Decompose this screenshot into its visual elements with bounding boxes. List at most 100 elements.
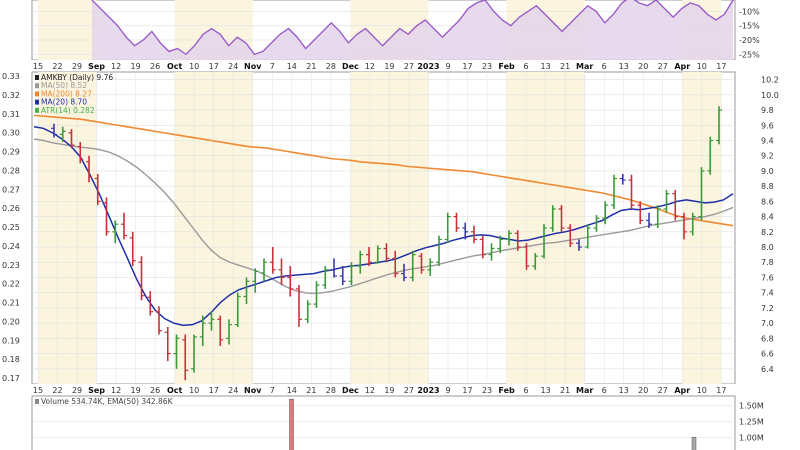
bottom-x-tick-label: Dec [342, 386, 359, 395]
legend-swatch [35, 75, 39, 80]
price-left-tick-label: 0.17 [2, 374, 20, 383]
price-right-tick-label: 9.4 [761, 136, 774, 145]
bottom-x-axis: 15 22 29 Sep 12 19 26 Oct 10 17 24 Nov 7 14 21 28 Dec 12 1… [0, 384, 800, 396]
price-left-tick-label: 0.22 [2, 280, 20, 289]
top-x-tick-label: 23 [482, 62, 492, 71]
bottom-x-tick-label: 19 [384, 386, 394, 395]
price-right-tick-label: 8.4 [761, 213, 774, 222]
top-x-tick-label: Nov [244, 62, 262, 71]
bottom-x-tick-label: Mar [576, 386, 593, 395]
price-left-tick-label: 0.23 [2, 261, 20, 270]
bottom-axis-bg [0, 384, 800, 396]
top-y-tick-label: -25% [739, 50, 760, 59]
top-x-tick-label: 27 [404, 62, 414, 71]
price-left-tick-label: 0.18 [2, 355, 20, 364]
price-right-tick-label: 8.2 [761, 228, 774, 237]
top-x-tick-label: Sep [88, 62, 105, 71]
price-right-tick-label: 7.0 [761, 319, 774, 328]
price-left-tick-label: 0.33 [2, 72, 20, 81]
price-right-tick-label: 6.6 [761, 350, 774, 359]
bottom-x-tick-label: 29 [72, 386, 82, 395]
top-x-tick-label: 2023 [417, 62, 439, 71]
bottom-x-tick-label: 15 [33, 386, 43, 395]
bottom-x-tick-label: 2023 [417, 386, 439, 395]
price-right-tick-label: 8.0 [761, 243, 774, 252]
bottom-x-tick-label: 21 [560, 386, 570, 395]
price-left-tick-label: 0.24 [2, 242, 20, 251]
top-x-tick-label: 14 [287, 62, 297, 71]
legend-entry: ATR(14) 0.282 [41, 106, 95, 115]
top-x-axis: 15 22 29 Sep 12 19 26 Oct 10 17 24 Nov 7 14 21 28 Dec 12 1… [0, 60, 800, 72]
top-x-tick-label: Mar [576, 62, 593, 71]
legend-entry: MA(20) 8.70 [41, 98, 87, 107]
bottom-x-tick-label: 10 [189, 386, 199, 395]
bottom-x-tick-label: 23 [482, 386, 492, 395]
top-x-tick-label: 13 [541, 62, 551, 71]
price-right-tick-label: 7.2 [761, 304, 774, 313]
top-x-tick-label: 9 [445, 62, 450, 71]
price-right-tick-label: 9.2 [761, 152, 774, 161]
top-x-tick-label: 19 [131, 62, 141, 71]
bottom-x-tick-label: 9 [445, 386, 450, 395]
legend-entry: MA(50) 8.52 [41, 81, 87, 90]
price-left-tick-label: 0.31 [2, 110, 20, 119]
price-left-tick-label: 0.21 [2, 299, 20, 308]
bottom-x-tick-label: 13 [541, 386, 551, 395]
top-x-tick-label: 28 [326, 62, 336, 71]
top-x-tick-label: 20 [638, 62, 648, 71]
bottom-x-tick-label: 17 [462, 386, 472, 395]
price-right-tick-label: 10.0 [761, 91, 779, 100]
price-right-tick-label: 7.8 [761, 258, 774, 267]
bottom-x-tick-label: 22 [52, 386, 62, 395]
bottom-x-tick-label: 17 [716, 386, 726, 395]
price-left-tick-label: 0.25 [2, 223, 20, 232]
legend-swatch [35, 107, 39, 113]
price-right-tick-label: 10.2 [761, 76, 779, 85]
top-x-tick-label: 27 [658, 62, 668, 71]
price-left-tick-label: 0.29 [2, 148, 20, 157]
price-panel: 10.2 10.0 9.8 9.6 9.4 9.2 9.0 8.8 8.6 8.4 8.2 8.0 7.… [2, 71, 779, 385]
price-left-tick-label: 0.19 [2, 336, 20, 345]
top-indicator-panel: -10% -15% -20% -25% [31, 0, 760, 61]
top-x-tick-label: 17 [462, 62, 472, 71]
price-right-tick-label: 8.8 [761, 182, 774, 191]
top-x-tick-label: Feb [498, 62, 515, 71]
volume-y-tick-label: 1.25M [739, 417, 764, 426]
bottom-x-tick-label: 12 [111, 386, 121, 395]
legend-entry: MA(200) 8.27 [41, 89, 92, 98]
price-left-tick-label: 0.26 [2, 204, 20, 213]
bottom-x-tick-label: 28 [326, 386, 336, 395]
legend-swatch [35, 83, 39, 89]
price-right-tick-label: 7.4 [761, 289, 774, 298]
bottom-x-tick-label: 6 [602, 386, 607, 395]
top-x-tick-label: 10 [189, 62, 199, 71]
bottom-x-tick-label: 14 [287, 386, 297, 395]
top-axis-bg [0, 60, 800, 72]
top-x-tick-label: 22 [52, 62, 62, 71]
top-x-tick-label: 6 [602, 62, 607, 71]
top-x-tick-label: Oct [167, 62, 183, 71]
price-right-tick-label: 9.0 [761, 167, 774, 176]
top-y-tick-label: -15% [739, 22, 760, 31]
top-x-tick-label: 21 [306, 62, 316, 71]
ma200-line [33, 114, 734, 227]
legend-swatch [35, 91, 39, 97]
top-y-tick-label: -10% [739, 7, 760, 16]
top-y-tick-label: -20% [739, 36, 760, 45]
bottom-x-tick-label: 10 [697, 386, 707, 395]
price-right-tick-label: 7.6 [761, 273, 774, 282]
bottom-x-tick-label: 17 [209, 386, 219, 395]
bottom-x-tick-label: 13 [619, 386, 629, 395]
legend-swatch [35, 99, 39, 105]
top-band [38, 0, 97, 60]
top-x-tick-label: Apr [674, 62, 690, 71]
bottom-x-tick-label: 24 [228, 386, 238, 395]
top-x-tick-label: 7 [270, 62, 275, 71]
bottom-x-tick-label: 19 [131, 386, 141, 395]
volume-y-tick-label: 1.50M [739, 402, 764, 411]
bottom-x-tick-label: 7 [270, 386, 275, 395]
indicator-line [91, 0, 734, 56]
top-x-tick-label: 29 [72, 62, 82, 71]
bottom-x-tick-label: Oct [167, 386, 183, 395]
